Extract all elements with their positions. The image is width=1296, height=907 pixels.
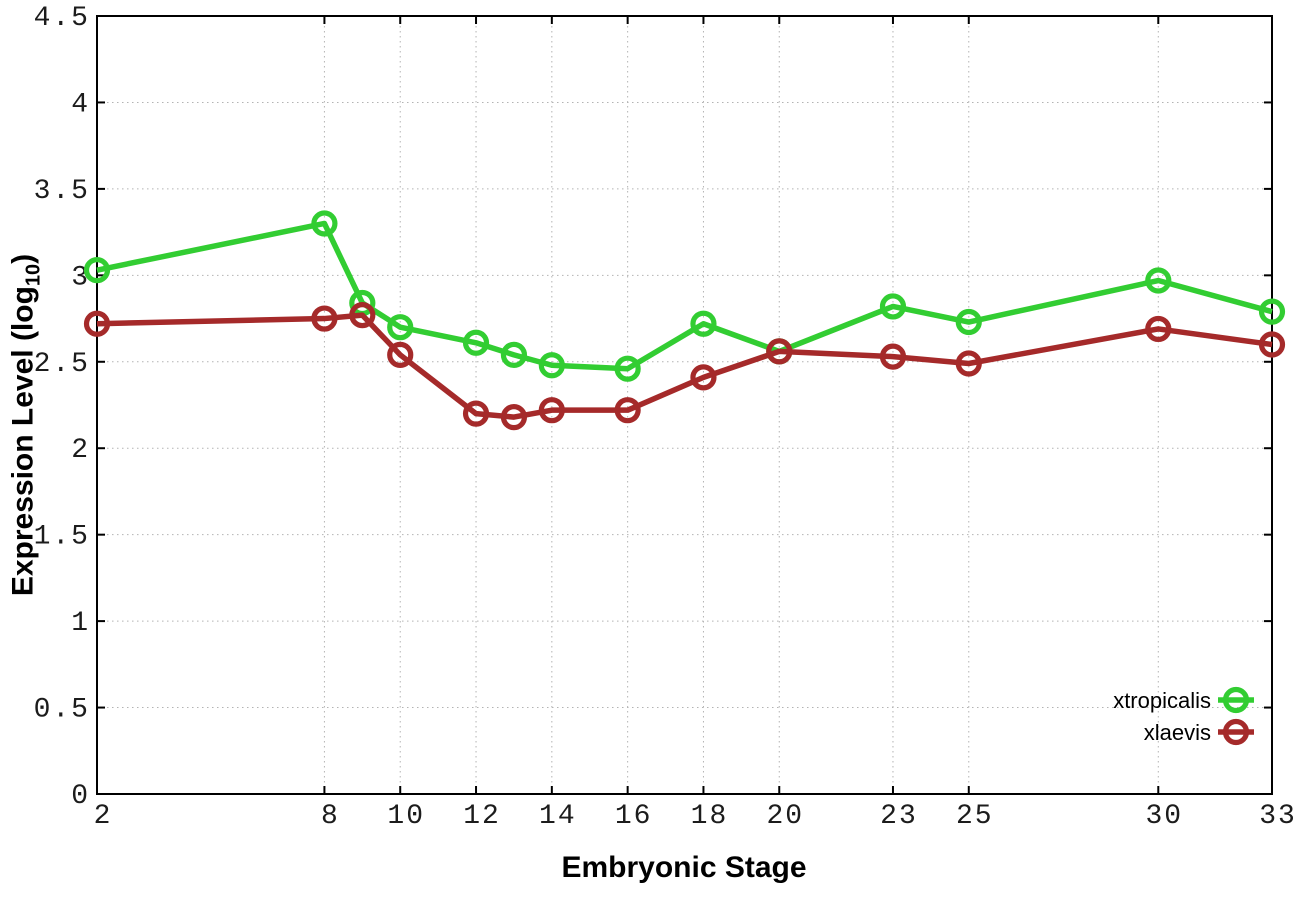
data-point-marker-xtropicalis — [538, 352, 565, 379]
x-tick-label: 30 — [1145, 801, 1183, 832]
y-tick-label: 2.5 — [34, 349, 90, 380]
y-tick-label: 1 — [71, 608, 90, 639]
y-tick-label: 0 — [71, 781, 90, 812]
data-point-marker-xlaevis — [766, 338, 793, 365]
y-tick-label: 1.5 — [34, 522, 90, 553]
legend-label: xlaevis — [1144, 720, 1211, 745]
data-point-marker-xlaevis — [311, 305, 338, 332]
data-point-marker-xlaevis — [879, 343, 907, 370]
y-tick-label: 3 — [71, 262, 90, 293]
data-point-marker-xtropicalis — [879, 293, 907, 320]
data-point-marker-xtropicalis — [462, 329, 490, 356]
x-tick-label: 20 — [766, 801, 804, 832]
data-point-marker-xlaevis — [349, 301, 376, 329]
y-axis-title-text: Expression Level (log — [6, 286, 40, 597]
y-axis-title: Expression Level (log10) — [7, 254, 46, 596]
data-point-marker-xtropicalis — [614, 355, 641, 382]
legend-item-xlaevis: xlaevis — [1144, 718, 1254, 746]
x-axis-title: Embryonic Stage — [561, 851, 807, 884]
x-tick-label: 18 — [691, 801, 729, 832]
data-point-marker-xlaevis — [690, 364, 717, 391]
data-point-marker-xlaevis — [955, 350, 982, 377]
x-tick-label: 8 — [321, 801, 340, 832]
data-point-marker-xlaevis — [538, 397, 565, 424]
data-point-marker-xtropicalis — [1258, 298, 1286, 325]
data-point-marker-xtropicalis — [955, 308, 982, 336]
y-tick-label: 2 — [71, 435, 90, 466]
data-point-marker-xlaevis — [1145, 315, 1172, 343]
x-tick-label: 23 — [880, 801, 918, 832]
x-tick-label: 16 — [615, 801, 653, 832]
x-tick-label: 12 — [463, 801, 501, 832]
data-point-marker-xtropicalis — [83, 257, 111, 284]
data-point-marker-xlaevis — [614, 397, 641, 424]
data-point-marker-xtropicalis — [690, 310, 717, 337]
data-point-marker-xtropicalis — [387, 314, 414, 341]
y-axis-title-close: ) — [6, 253, 40, 264]
legend-marker-icon — [1222, 718, 1250, 746]
plot-border — [96, 15, 1273, 795]
data-point-marker-xlaevis — [500, 404, 528, 431]
x-tick-label: 2 — [94, 801, 113, 832]
data-point-marker-xtropicalis — [500, 341, 528, 368]
legend-marker-icon — [1222, 686, 1250, 714]
series-line-xlaevis — [96, 312, 1273, 420]
legend-label: xtropicalis — [1113, 688, 1211, 713]
y-tick-label: 4.5 — [34, 3, 90, 34]
data-point-marker-xlaevis — [1258, 331, 1286, 358]
x-tick-label: 14 — [539, 801, 577, 832]
legend-item-xtropicalis: xtropicalis — [1113, 686, 1254, 714]
y-axis-title-subscript: 10 — [22, 263, 45, 287]
series-xlaevis — [83, 301, 1286, 431]
x-tick-label: 25 — [956, 801, 994, 832]
data-point-marker-xlaevis — [462, 400, 490, 427]
x-tick-label: 33 — [1259, 801, 1296, 832]
series-xtropicalis — [83, 210, 1286, 382]
y-tick-label: 0.5 — [34, 695, 90, 726]
legend: xtropicalis xlaevis — [1113, 686, 1254, 746]
data-point-marker-xlaevis — [83, 310, 111, 337]
data-point-marker-xtropicalis — [1145, 267, 1172, 294]
y-tick-label: 3.5 — [34, 176, 90, 207]
series-line-xtropicalis — [96, 220, 1273, 372]
x-tick-label: 10 — [387, 801, 425, 832]
data-point-marker-xtropicalis — [311, 210, 338, 237]
y-tick-label: 4 — [71, 89, 90, 120]
data-point-marker-xlaevis — [387, 341, 414, 368]
